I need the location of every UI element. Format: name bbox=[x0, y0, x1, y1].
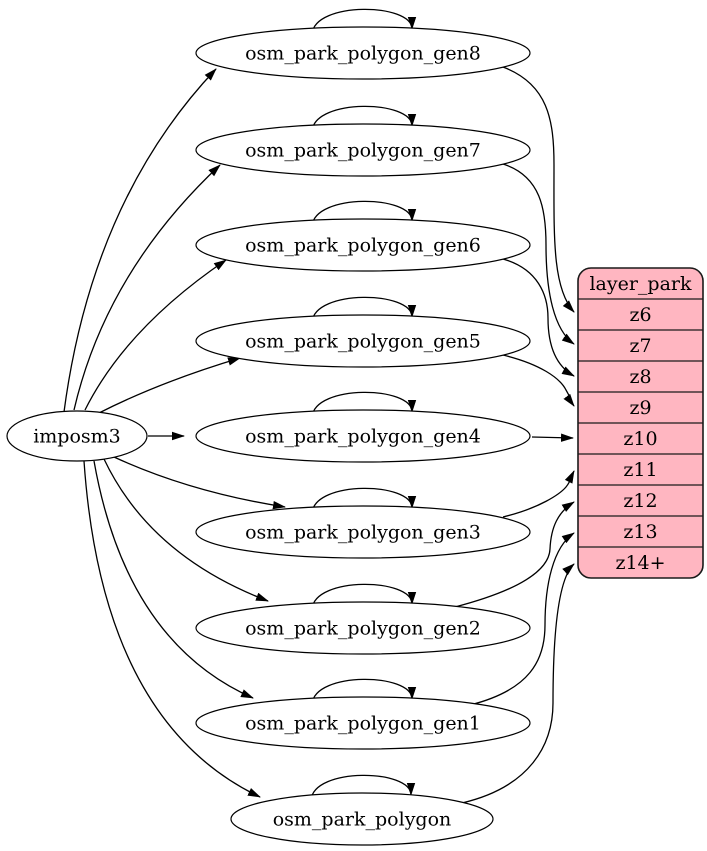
edge-imposm3-to-osm_park_polygon_gen1 bbox=[93, 460, 254, 699]
node-shape bbox=[195, 409, 531, 463]
edge-imposm3-to-osm_park_polygon_gen8 bbox=[63, 68, 217, 413]
edge-osm_park_polygon_gen8-to-z6 bbox=[502, 66, 575, 313]
node-shape bbox=[230, 792, 494, 846]
node-shape bbox=[195, 505, 531, 559]
edge-imposm3-to-osm_park_polygon_gen5 bbox=[98, 357, 241, 414]
edge-osm_park_polygon_gen2-to-z12 bbox=[454, 501, 575, 608]
edge-osm_park_polygon_gen7-to-z7 bbox=[502, 163, 575, 345]
node-imposm3: imposm3 bbox=[6, 410, 148, 462]
self-loop-osm_park_polygon_gen7 bbox=[311, 105, 417, 132]
node-shape bbox=[195, 26, 531, 80]
layer-row-z14+: z14+ bbox=[615, 552, 665, 574]
self-loop-osm_park_polygon_gen5 bbox=[311, 296, 417, 323]
node-osm_park_polygon_gen5: osm_park_polygon_gen5 bbox=[195, 314, 531, 368]
node-label: osm_park_polygon_gen6 bbox=[245, 235, 481, 257]
edge-osm_park_polygon-to-z14+ bbox=[461, 563, 575, 804]
node-label: osm_park_polygon bbox=[273, 809, 452, 831]
layer-row-z6: z6 bbox=[629, 304, 651, 326]
node-label: osm_park_polygon_gen4 bbox=[245, 426, 481, 448]
edge-imposm3-to-osm_park_polygon bbox=[83, 460, 261, 798]
edge-osm_park_polygon_gen6-to-z8 bbox=[502, 258, 575, 377]
node-shape bbox=[195, 601, 531, 655]
node-shape bbox=[6, 410, 148, 462]
layer-row-z11: z11 bbox=[623, 459, 657, 481]
node-label: imposm3 bbox=[33, 426, 121, 448]
node-osm_park_polygon: osm_park_polygon bbox=[230, 792, 494, 846]
node-osm_park_polygon_gen3: osm_park_polygon_gen3 bbox=[195, 505, 531, 559]
edge-imposm3-to-osm_park_polygon_gen6 bbox=[84, 259, 227, 411]
layer-row-z9: z9 bbox=[629, 397, 651, 419]
self-loop-osm_park_polygon bbox=[310, 774, 416, 801]
edge-osm_park_polygon_gen3-to-z11 bbox=[502, 470, 575, 518]
node-shape bbox=[195, 123, 531, 177]
node-label: osm_park_polygon_gen5 bbox=[245, 331, 481, 353]
edge-osm_park_polygon_gen4-to-z10 bbox=[531, 433, 574, 442]
node-osm_park_polygon_gen1: osm_park_polygon_gen1 bbox=[195, 696, 531, 750]
edge-osm_park_polygon_gen5-to-z9 bbox=[502, 354, 575, 407]
node-label: osm_park_polygon_gen2 bbox=[245, 618, 481, 640]
node-layer_park: layer_park z6 z7 z8 z9 z10 z11 z12 z13 z14+ bbox=[577, 267, 704, 579]
self-loop-osm_park_polygon_gen8 bbox=[311, 8, 417, 35]
self-loop-osm_park_polygon_gen4 bbox=[311, 391, 417, 418]
self-loop-osm_park_polygon_gen3 bbox=[311, 487, 417, 514]
node-osm_park_polygon_gen7: osm_park_polygon_gen7 bbox=[195, 123, 531, 177]
node-label: osm_park_polygon_gen7 bbox=[245, 140, 481, 162]
node-label: osm_park_polygon_gen8 bbox=[245, 43, 481, 65]
layer-row-z7: z7 bbox=[629, 335, 651, 357]
edge-imposm3-to-osm_park_polygon_gen2 bbox=[103, 458, 269, 602]
edge-imposm3-to-osm_park_polygon_gen3 bbox=[113, 456, 286, 510]
node-osm_park_polygon_gen6: osm_park_polygon_gen6 bbox=[195, 218, 531, 272]
node-osm_park_polygon_gen2: osm_park_polygon_gen2 bbox=[195, 601, 531, 655]
node-shape bbox=[195, 696, 531, 750]
self-loop-osm_park_polygon_gen2 bbox=[311, 583, 417, 610]
layer-row-z13: z13 bbox=[623, 521, 657, 543]
layer-row-z12: z12 bbox=[623, 490, 657, 512]
node-osm_park_polygon_gen8: osm_park_polygon_gen8 bbox=[195, 26, 531, 80]
self-loop-osm_park_polygon_gen1 bbox=[311, 678, 417, 705]
layer-row-z10: z10 bbox=[623, 428, 657, 450]
layer-table-title: layer_park bbox=[589, 273, 692, 295]
edge-imposm3-to-osm_park_polygon_gen7 bbox=[73, 164, 221, 411]
node-osm_park_polygon_gen4: osm_park_polygon_gen4 bbox=[195, 409, 531, 463]
node-shape bbox=[195, 314, 531, 368]
layer-row-z8: z8 bbox=[629, 366, 651, 388]
node-label: osm_park_polygon_gen1 bbox=[245, 713, 481, 735]
node-label: osm_park_polygon_gen3 bbox=[245, 522, 481, 544]
self-loop-osm_park_polygon_gen6 bbox=[311, 200, 417, 227]
node-shape bbox=[195, 218, 531, 272]
edge-osm_park_polygon_gen1-to-z13 bbox=[469, 532, 575, 706]
